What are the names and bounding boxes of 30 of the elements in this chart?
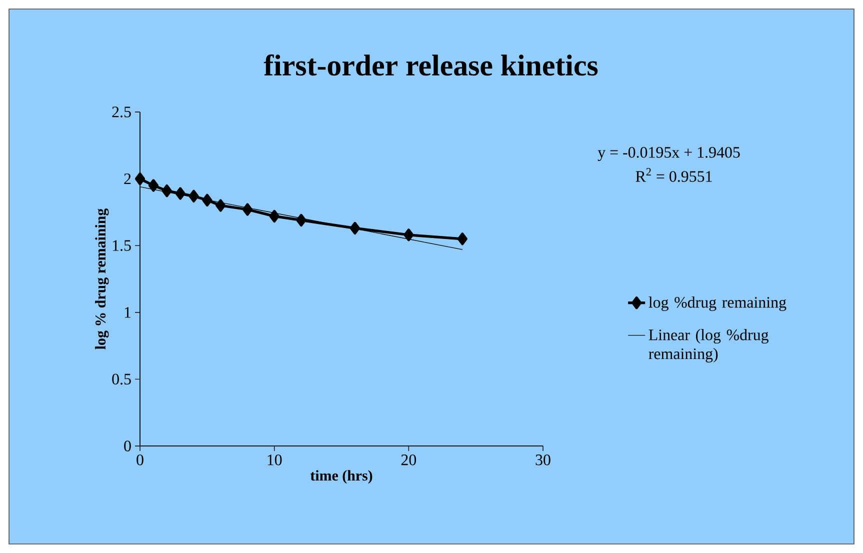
text: R$^{2}$ = 0.9551 xyxy=(636,168,712,182)
point xyxy=(269,210,280,222)
point xyxy=(242,203,253,216)
point xyxy=(148,179,158,192)
y-tick-label: 1 xyxy=(124,307,131,318)
point xyxy=(350,222,360,235)
point xyxy=(457,232,468,246)
x-tick-label: 20 xyxy=(401,454,416,466)
x-tick-label: 0 xyxy=(136,454,144,466)
point xyxy=(188,190,199,202)
legend-label: Linear (log %drug remaining) xyxy=(648,329,768,362)
x-tick-label: 30 xyxy=(536,454,550,466)
point xyxy=(162,184,172,198)
y-tick-label: 2.5 xyxy=(112,106,131,118)
y-tick-label: 2 xyxy=(124,174,131,184)
point xyxy=(216,199,226,212)
x-tick-label: 10 xyxy=(268,454,282,466)
point xyxy=(296,214,306,226)
y-axis-title: log % drug remaining xyxy=(95,208,109,350)
text: y = -0.0195x + 1.9405 xyxy=(598,146,740,162)
point xyxy=(404,228,414,242)
x-axis-title: time (hrs) xyxy=(310,470,372,484)
y-tick-label: 0 xyxy=(124,440,131,452)
point xyxy=(202,194,212,206)
point xyxy=(175,187,186,200)
y-tick-label: 1.5 xyxy=(112,240,131,251)
legend-label: log %drug remaining xyxy=(648,296,786,312)
point xyxy=(134,172,146,186)
y-tick-label: 0.5 xyxy=(112,374,131,385)
chart-title: first-order release kinetics xyxy=(264,54,598,76)
